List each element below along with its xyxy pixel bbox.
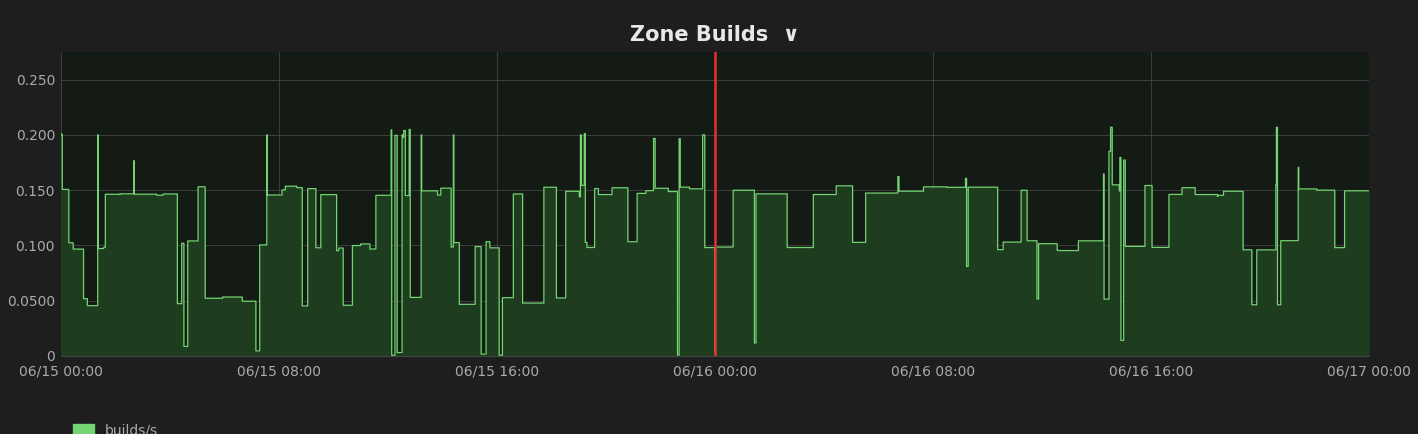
Title: Zone Builds  ∨: Zone Builds ∨: [630, 25, 800, 45]
Legend: builds/s: builds/s: [68, 418, 163, 434]
